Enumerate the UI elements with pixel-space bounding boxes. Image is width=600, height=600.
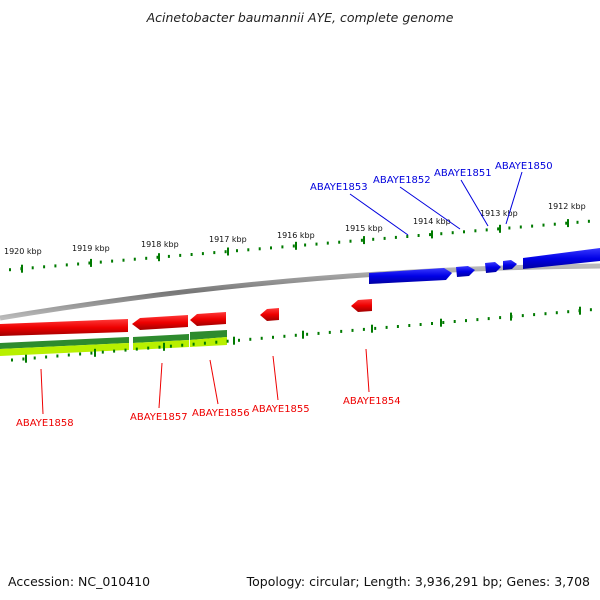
gene-label-ABAYE1853: ABAYE1853 bbox=[310, 182, 368, 193]
gene-label-ABAYE1851: ABAYE1851 bbox=[434, 168, 492, 179]
gene-label-ABAYE1854: ABAYE1854 bbox=[343, 396, 401, 407]
tick-label: 1915 kbp bbox=[345, 224, 383, 233]
gene-arrow-ABAYE1857 bbox=[132, 315, 188, 330]
feature-tracks bbox=[0, 330, 227, 356]
gene-label-ABAYE1857: ABAYE1857 bbox=[130, 412, 188, 423]
gene-arrow-ABAYE1853 bbox=[369, 268, 452, 284]
tick-label: 1912 kbp bbox=[548, 202, 586, 211]
map-title: Acinetobacter baumannii AYE, complete ge… bbox=[146, 10, 454, 25]
gene-label-ABAYE1858: ABAYE1858 bbox=[16, 418, 74, 429]
leader-line-forward bbox=[460, 179, 489, 227]
genome-backbone bbox=[0, 263, 600, 321]
gene-label-ABAYE1855: ABAYE1855 bbox=[252, 404, 310, 415]
gene-arrow-ABAYE1854 bbox=[351, 299, 372, 312]
gene-arrow-ABAYE1850a bbox=[503, 260, 517, 270]
tick-label: 1919 kbp bbox=[72, 244, 110, 253]
leader-line-forward bbox=[399, 186, 461, 230]
reverse-genes bbox=[0, 299, 372, 336]
gene-label-ABAYE1856: ABAYE1856 bbox=[192, 408, 250, 419]
track-light-3 bbox=[190, 337, 227, 347]
gene-arrow-ABAYE1856 bbox=[190, 312, 226, 326]
leader-line-forward bbox=[349, 193, 409, 236]
tick-label: 1918 kbp bbox=[141, 240, 179, 249]
gene-arrow-ABAYE1851 bbox=[485, 262, 501, 273]
gene-label-ABAYE1850: ABAYE1850 bbox=[495, 161, 553, 172]
gene-arrow-ABAYE1858 bbox=[0, 319, 128, 336]
gene-arrow-ABAYE1850 bbox=[523, 248, 600, 269]
gene-label-ABAYE1852: ABAYE1852 bbox=[373, 175, 431, 186]
track-light-1 bbox=[0, 343, 129, 356]
tick-label: 1913 kbp bbox=[480, 209, 518, 218]
track-dark-3 bbox=[190, 330, 227, 340]
gene-arrow-ABAYE1852 bbox=[456, 266, 475, 277]
leader-line-reverse bbox=[365, 348, 370, 393]
track-light-2 bbox=[133, 340, 189, 350]
accession-text: Accession: NC_010410 bbox=[8, 574, 151, 589]
tick-label: 1914 kbp bbox=[413, 217, 451, 226]
gene-arrow-ABAYE1855 bbox=[260, 308, 279, 321]
leader-line-reverse bbox=[209, 359, 219, 405]
tick-label: 1920 kbp bbox=[4, 247, 42, 256]
leader-line-reverse bbox=[272, 355, 279, 401]
tick-layer bbox=[9, 219, 592, 363]
track-dark-1 bbox=[0, 337, 129, 349]
tick-label: 1917 kbp bbox=[209, 235, 247, 244]
leader-line-reverse bbox=[40, 368, 44, 415]
leader-line-forward bbox=[505, 171, 523, 225]
forward-genes bbox=[369, 248, 600, 284]
topology-summary: Topology: circular; Length: 3,936,291 bp… bbox=[246, 574, 590, 589]
tick-label: 1916 kbp bbox=[277, 231, 315, 240]
leader-line-reverse bbox=[158, 362, 163, 409]
label-layer: 1920 kbp 1919 kbp 1918 kbp 1917 kbp 1916 kbp… bbox=[4, 161, 586, 429]
